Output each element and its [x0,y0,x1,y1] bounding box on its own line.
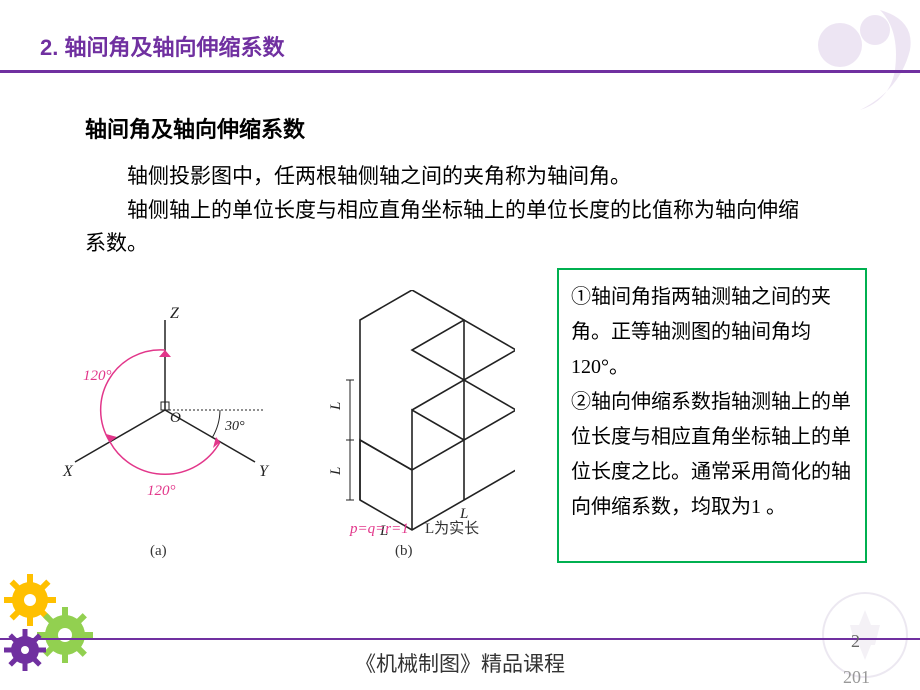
svg-text:30°: 30° [224,419,245,434]
section-title: 2. 轴间角及轴向伸缩系数 [40,30,284,62]
diagram-note: L为实长 [425,517,479,538]
header-divider [0,70,920,73]
body-paragraph: 轴侧投影图中，任两根轴侧轴之间的夹角称为轴间角。 轴侧轴上的单位长度与相应直角坐… [85,160,805,261]
diagram-label-a: (a) [150,543,167,560]
page-number: 2 [851,631,860,652]
svg-text:120°: 120° [147,483,176,499]
decoration-top-right [720,0,920,120]
svg-text:120°: 120° [83,368,112,384]
svg-text:L: L [328,402,344,411]
diagram-formula: p=q=r=1 [350,521,409,538]
footer-divider [0,638,920,640]
info-box: ①轴间角指两轴测轴之间的夹角。正等轴测图的轴间角均120°。 ②轴向伸缩系数指轴… [557,268,867,563]
subtitle: 轴间角及轴向伸缩系数 [85,112,305,144]
svg-text:L: L [328,467,344,476]
svg-text:Y: Y [259,463,270,480]
diagram-area: Z O X Y 30° 120° 120° [55,290,515,560]
diagram-b: L L L L [328,290,515,539]
diagram-a: Z O X Y 30° 120° 120° [62,305,270,499]
diagram-label-b: (b) [395,543,413,560]
footer-title: 《机械制图》精品课程 [0,648,920,678]
svg-text:X: X [62,463,74,480]
page-number-alt: 201 [843,667,870,688]
svg-text:Z: Z [170,305,180,322]
